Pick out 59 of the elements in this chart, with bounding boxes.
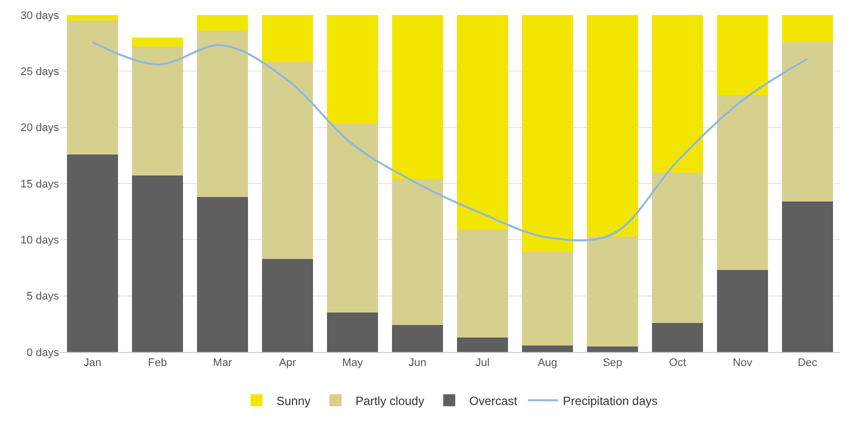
bar: [457, 15, 508, 230]
x-tick-label: Oct: [668, 357, 686, 370]
bar: [717, 15, 768, 95]
bar: [67, 20, 118, 154]
bar: [262, 15, 313, 62]
bar: [587, 236, 638, 346]
y-tick-label: 20 days: [20, 122, 60, 134]
x-tick-label: Feb: [148, 357, 167, 370]
bar: [132, 176, 183, 352]
bar: [392, 179, 443, 326]
x-tick-label: Dec: [798, 357, 818, 370]
bar: [457, 337, 508, 352]
bar: [522, 345, 573, 352]
x-tick-label: May: [342, 357, 364, 370]
y-tick-label: 5 days: [26, 290, 60, 303]
bar: [327, 15, 378, 124]
bar: [522, 15, 573, 252]
bar: [327, 312, 378, 352]
x-tick-label: Jul: [475, 357, 490, 370]
bar: [67, 154, 118, 352]
bar: [782, 201, 833, 352]
bar: [717, 270, 768, 352]
x-tick-label: Mar: [213, 357, 232, 370]
legend-label: Sunny: [276, 394, 311, 408]
x-tick-label: Apr: [278, 357, 296, 370]
bar: [717, 94, 768, 270]
bar: [327, 124, 378, 313]
bar: [67, 15, 118, 21]
x-tick-label: Sep: [602, 357, 622, 370]
bar: [262, 62, 313, 259]
bar: [262, 258, 313, 352]
bar: [782, 42, 833, 202]
bar: [197, 15, 248, 31]
y-tick-label: 15 days: [20, 178, 60, 190]
x-tick-label: Jan: [84, 357, 102, 370]
bar: [132, 46, 183, 176]
bar: [457, 230, 508, 338]
legend-label: Overcast: [469, 394, 518, 408]
x-tick-label: Aug: [538, 357, 558, 370]
y-tick-label: 10 days: [20, 234, 60, 247]
bar: [587, 15, 638, 236]
bar: [652, 322, 703, 352]
y-tick-label: 30 days: [20, 10, 60, 22]
bar: [587, 346, 638, 352]
bar: [522, 252, 573, 346]
y-tick-label: 25 days: [20, 66, 60, 78]
legend-label: Partly cloudy: [356, 394, 424, 408]
x-tick-label: Jun: [408, 357, 426, 370]
bar: [197, 30, 248, 197]
y-tick-label: 0 days: [26, 346, 60, 359]
bar: [652, 172, 703, 323]
bar: [197, 196, 248, 352]
bar: [392, 325, 443, 352]
bar: [392, 15, 443, 180]
bar: [132, 37, 183, 46]
bar: [652, 15, 703, 172]
legend-label: Precipitation days: [562, 394, 658, 408]
x-tick-label: Nov: [732, 357, 753, 370]
bar: [782, 15, 833, 42]
